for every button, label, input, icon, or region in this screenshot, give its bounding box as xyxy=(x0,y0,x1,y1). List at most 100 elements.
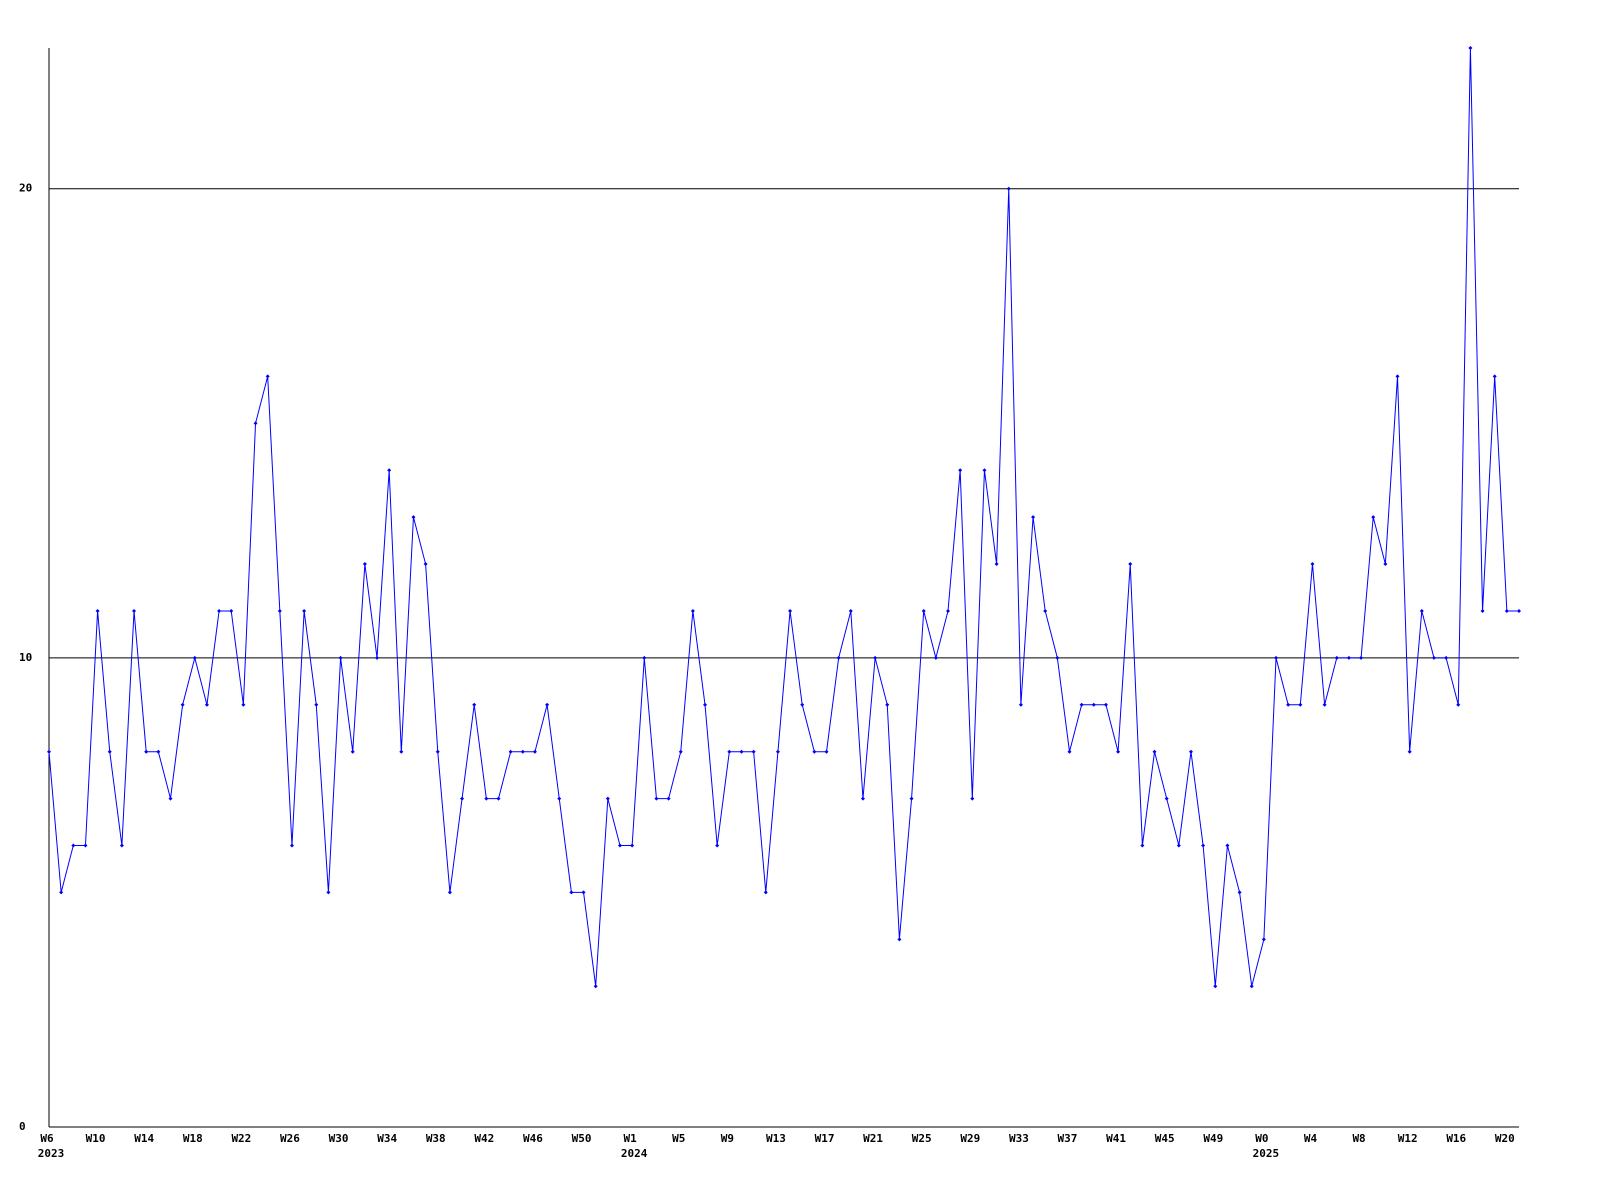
point-marker xyxy=(375,655,380,660)
x-tick-label: W49 xyxy=(1203,1132,1223,1145)
point-marker xyxy=(362,562,367,567)
point-marker xyxy=(1116,749,1121,754)
x-tick-label: W16 xyxy=(1446,1132,1466,1145)
point-marker xyxy=(1067,749,1072,754)
point-marker xyxy=(338,655,343,660)
x-year-label: 2023 xyxy=(38,1147,65,1160)
point-marker xyxy=(1188,749,1193,754)
point-marker xyxy=(1249,984,1254,989)
point-marker xyxy=(885,702,890,707)
point-marker xyxy=(1492,374,1497,379)
point-marker xyxy=(739,749,744,754)
point-marker xyxy=(569,890,574,895)
point-marker xyxy=(289,843,294,848)
x-tick-label: W22 xyxy=(231,1132,251,1145)
point-marker xyxy=(545,702,550,707)
point-marker xyxy=(836,655,841,660)
x-tick-label: W10 xyxy=(86,1132,106,1145)
x-tick-label: W0 xyxy=(1255,1132,1268,1145)
point-marker xyxy=(1261,937,1266,942)
point-marker xyxy=(666,796,671,801)
point-marker xyxy=(1431,655,1436,660)
point-marker xyxy=(703,702,708,707)
point-marker xyxy=(630,843,635,848)
point-marker xyxy=(642,655,647,660)
point-marker xyxy=(873,655,878,660)
point-marker xyxy=(1517,608,1521,613)
point-marker xyxy=(326,890,331,895)
point-marker xyxy=(204,702,209,707)
point-marker xyxy=(1055,655,1060,660)
point-marker xyxy=(302,608,307,613)
point-marker xyxy=(387,468,392,473)
point-marker xyxy=(144,749,149,754)
point-marker xyxy=(156,749,161,754)
point-marker xyxy=(47,749,51,754)
point-marker xyxy=(532,749,537,754)
point-marker xyxy=(1286,702,1291,707)
point-marker xyxy=(581,890,586,895)
point-marker xyxy=(1468,46,1473,50)
point-marker xyxy=(1359,655,1364,660)
point-marker xyxy=(860,796,865,801)
point-marker xyxy=(83,843,88,848)
x-tick-label: W8 xyxy=(1352,1132,1365,1145)
series-line xyxy=(48,47,1519,987)
point-marker xyxy=(982,468,987,473)
point-marker xyxy=(1225,843,1230,848)
point-marker xyxy=(1274,655,1279,660)
point-marker xyxy=(1031,515,1036,520)
point-marker xyxy=(253,421,258,426)
point-marker xyxy=(508,749,513,754)
x-tick-label: W50 xyxy=(572,1132,592,1145)
point-marker xyxy=(727,749,732,754)
point-marker xyxy=(933,655,938,660)
point-marker xyxy=(1043,608,1048,613)
point-marker xyxy=(1310,562,1315,567)
x-tick-label: W1 xyxy=(624,1132,638,1145)
x-tick-label: W34 xyxy=(377,1132,397,1145)
point-marker xyxy=(715,843,720,848)
x-tick-label: W38 xyxy=(426,1132,446,1145)
point-marker xyxy=(484,796,489,801)
point-marker xyxy=(520,749,525,754)
x-tick-label: W29 xyxy=(960,1132,980,1145)
point-marker xyxy=(763,890,768,895)
point-marker xyxy=(593,984,598,989)
point-marker xyxy=(824,749,829,754)
x-tick-label: W13 xyxy=(766,1132,786,1145)
point-marker xyxy=(946,608,951,613)
point-marker xyxy=(1201,843,1206,848)
point-marker xyxy=(229,608,234,613)
point-marker xyxy=(1456,702,1461,707)
x-tick-label: W45 xyxy=(1155,1132,1175,1145)
point-marker xyxy=(71,843,76,848)
point-marker xyxy=(994,562,999,567)
point-marker xyxy=(775,749,780,754)
point-marker xyxy=(1079,702,1084,707)
point-marker xyxy=(180,702,185,707)
point-marker xyxy=(617,843,622,848)
point-marker xyxy=(496,796,501,801)
point-marker xyxy=(1237,890,1242,895)
point-marker xyxy=(788,608,793,613)
x-tick-label: W6 xyxy=(40,1132,54,1145)
point-marker xyxy=(1395,374,1400,379)
point-marker xyxy=(970,796,975,801)
x-tick-label: W26 xyxy=(280,1132,300,1145)
point-marker xyxy=(350,749,355,754)
point-marker xyxy=(1091,702,1096,707)
point-marker xyxy=(241,702,246,707)
point-marker xyxy=(277,608,282,613)
point-marker xyxy=(314,702,319,707)
y-tick-label: 20 xyxy=(19,182,32,195)
point-marker xyxy=(557,796,562,801)
x-tick-label: W30 xyxy=(329,1132,349,1145)
point-marker xyxy=(472,702,477,707)
x-tick-label: W41 xyxy=(1106,1132,1126,1145)
point-marker xyxy=(447,890,452,895)
point-marker xyxy=(1383,562,1388,567)
